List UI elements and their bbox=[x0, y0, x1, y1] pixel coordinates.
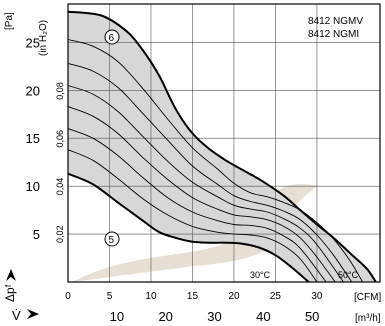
curve-group bbox=[67, 10, 377, 283]
operating-range-area bbox=[68, 11, 376, 282]
x-tick-label-m3h: 30 bbox=[207, 309, 221, 324]
curve-intermediate bbox=[67, 106, 336, 283]
x-tick-label-cfm: 25 bbox=[270, 291, 282, 302]
x-axis-m3h-ticks: 10 20 30 40 50 bbox=[110, 309, 320, 324]
y-axis-inh2o-ticks: 0,02 0,04 0,06 0,08 bbox=[55, 82, 65, 243]
y-axis-unit-pa: [Pa] bbox=[4, 12, 15, 30]
model-name-2: 8412 NGMI bbox=[308, 29, 359, 40]
y-tick-label-pa: 5 bbox=[33, 227, 40, 242]
x-axis-arrow-icon bbox=[27, 309, 39, 319]
x-tick-label-cfm: 15 bbox=[187, 291, 199, 302]
curve-label-max-circle bbox=[104, 29, 120, 45]
y-tick-label-inh2o: 0,06 bbox=[55, 130, 65, 148]
curve-intermediate bbox=[67, 128, 327, 283]
y-axis-pa-ticks: 5 10 15 20 25 bbox=[26, 35, 40, 242]
y-tick-label-pa: 15 bbox=[26, 131, 40, 146]
x-tick-label-cfm: 5 bbox=[107, 291, 113, 302]
x-axis-unit-m3h: [m³/h] bbox=[355, 313, 381, 324]
chart-grid bbox=[68, 4, 380, 282]
y-axis-unit-inh2o: (in H₂O) bbox=[38, 20, 49, 56]
x-axis-symbol: V̇ bbox=[12, 308, 21, 323]
x-axis-cfm-ticks: 0 5 10 15 20 25 30 bbox=[65, 291, 323, 302]
y-tick-label-inh2o: 0,02 bbox=[55, 225, 65, 243]
temperature-label-30: 30°C bbox=[250, 270, 271, 280]
x-tick-label-cfm: 0 bbox=[65, 291, 71, 302]
model-name-1: 8412 NGMV bbox=[308, 16, 363, 27]
x-tick-label-m3h: 40 bbox=[256, 309, 270, 324]
curve-label-max: 6 bbox=[109, 33, 115, 44]
plot-frame bbox=[67, 3, 381, 283]
x-tick-label-cfm: 10 bbox=[145, 291, 157, 302]
curve-intermediate bbox=[67, 62, 353, 283]
curve-intermediate bbox=[67, 85, 344, 283]
temperature-label-50: 50°C bbox=[338, 270, 359, 280]
y-tick-label-pa: 20 bbox=[26, 83, 40, 98]
x-tick-label-m3h: 20 bbox=[158, 309, 172, 324]
curve-5 bbox=[67, 172, 310, 283]
y-axis-arrow-icon bbox=[6, 269, 16, 281]
y-tick-label-inh2o: 0,08 bbox=[55, 82, 65, 100]
y-axis-symbol: Δpᶠ bbox=[3, 284, 17, 302]
y-tick-label-pa: 10 bbox=[26, 179, 40, 194]
x-tick-label-m3h: 50 bbox=[305, 309, 319, 324]
curve-intermediate bbox=[67, 149, 318, 283]
x-tick-label-cfm: 30 bbox=[311, 291, 323, 302]
curve-label-min-circle bbox=[104, 231, 120, 247]
y-tick-label-inh2o: 0,04 bbox=[55, 178, 65, 196]
x-axis-unit-cfm: [CFM] bbox=[354, 292, 381, 303]
curve-intermediate bbox=[67, 39, 363, 283]
y-tick-label-pa: 25 bbox=[26, 35, 40, 50]
curve-6 bbox=[67, 10, 377, 283]
x-tick-label-cfm: 20 bbox=[228, 291, 240, 302]
curve-label-min: 5 bbox=[109, 235, 115, 246]
x-tick-label-m3h: 10 bbox=[110, 309, 124, 324]
